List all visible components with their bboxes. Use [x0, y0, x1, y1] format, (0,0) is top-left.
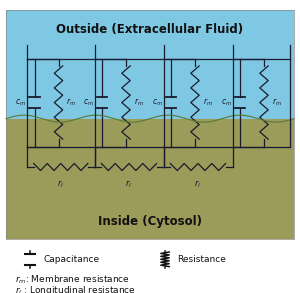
Bar: [6, 119, 294, 239]
Text: $r_m$: $r_m$: [272, 97, 282, 108]
Text: Capacitance: Capacitance: [44, 255, 100, 264]
Text: $r_l$ : Longitudinal resistance: $r_l$ : Longitudinal resistance: [15, 284, 136, 293]
Text: $r_m$: $r_m$: [66, 97, 76, 108]
Text: $c_m$: $c_m$: [15, 97, 26, 108]
Text: $r_l$: $r_l$: [194, 179, 202, 190]
Text: $r_m$: Membrane resistance: $r_m$: Membrane resistance: [15, 273, 130, 286]
Text: $r_m$: $r_m$: [134, 97, 144, 108]
Text: Inside (Cytosol): Inside (Cytosol): [98, 215, 202, 228]
Bar: [6, 10, 294, 119]
Text: $r_l$: $r_l$: [125, 179, 133, 190]
Text: $c_m$: $c_m$: [220, 97, 232, 108]
Text: $c_m$: $c_m$: [82, 97, 94, 108]
Text: Outside (Extracellular Fluid): Outside (Extracellular Fluid): [56, 23, 244, 36]
Text: Resistance: Resistance: [177, 255, 226, 264]
Text: $r_m$: $r_m$: [203, 97, 213, 108]
Text: $c_m$: $c_m$: [152, 97, 163, 108]
Text: $r_l$: $r_l$: [57, 179, 64, 190]
